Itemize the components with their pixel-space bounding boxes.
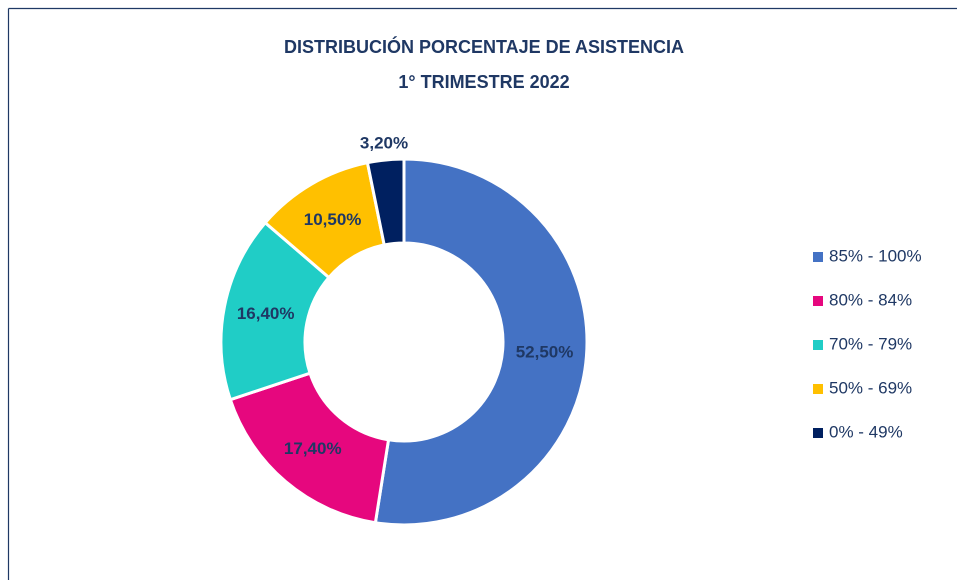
data-label: 52,50% [516,343,574,362]
data-label: 10,50% [304,210,362,229]
data-label: 17,40% [284,439,342,458]
legend-swatch [813,340,823,350]
legend-label: 50% - 69% [829,378,912,397]
chart-title: DISTRIBUCIÓN PORCENTAJE DE ASISTENCIA [284,36,684,57]
legend-label: 0% - 49% [829,422,903,441]
legend-swatch [813,252,823,262]
chart-subtitle: 1° TRIMESTRE 2022 [398,72,569,92]
data-label: 3,20% [360,133,408,152]
data-label: 16,40% [237,304,295,323]
legend-label: 80% - 84% [829,290,912,309]
legend-label: 70% - 79% [829,334,912,353]
legend-swatch [813,428,823,438]
donut-slice [373,157,589,527]
legend-swatch [813,384,823,394]
donut-slice [365,157,406,247]
legend-label: 85% - 100% [829,246,922,265]
legend-swatch [813,296,823,306]
